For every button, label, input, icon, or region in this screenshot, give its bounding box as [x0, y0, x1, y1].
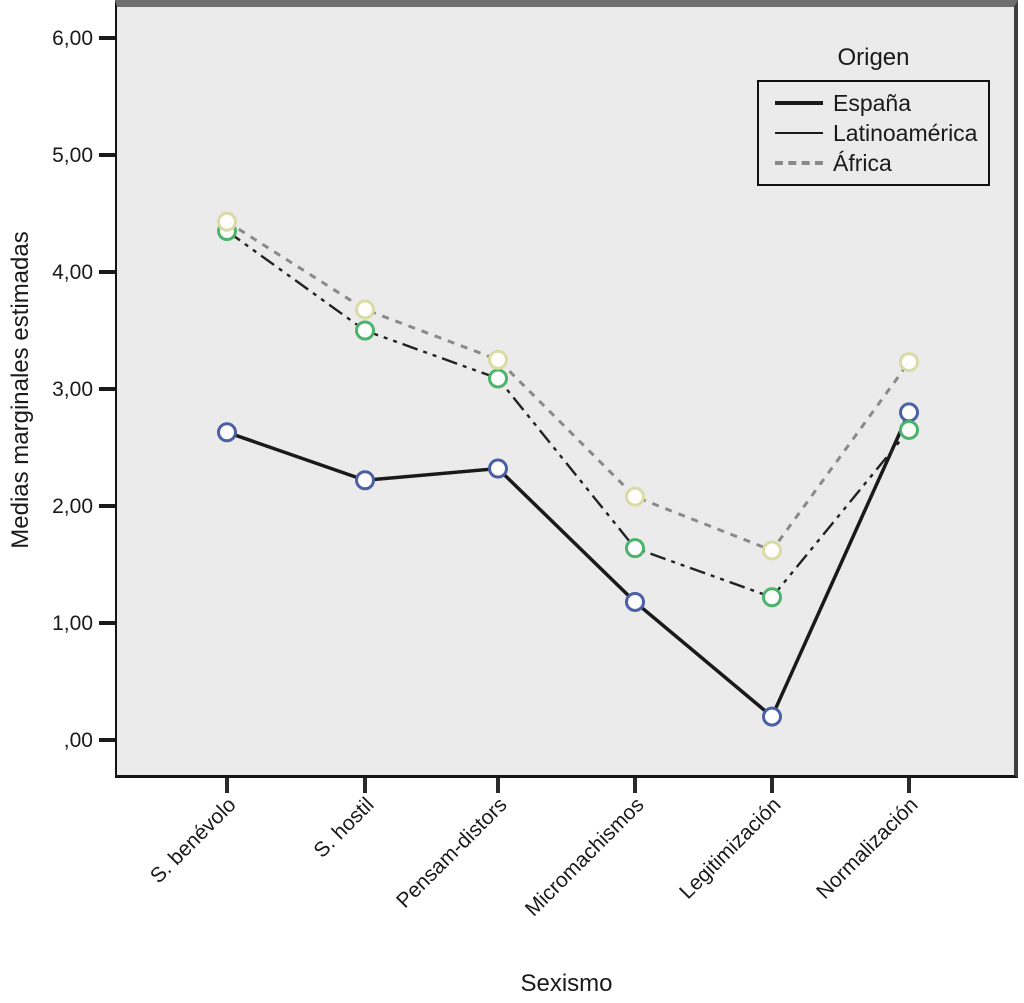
legend-title: Origen — [837, 44, 910, 71]
series-marker-latinoamerica — [355, 320, 375, 341]
series-marker-africa — [355, 299, 375, 320]
plot-area — [115, 0, 1018, 778]
series-marker-espana — [355, 470, 375, 491]
x-category-label: S. hostil — [309, 793, 378, 862]
legend-item-latinoamerica: Latinoamérica — [775, 118, 988, 148]
series-marker-latinoamerica — [488, 368, 508, 389]
y-tick-label: 5,00 — [52, 144, 93, 167]
series-marker-espana — [762, 706, 782, 727]
series-marker-espana — [488, 458, 508, 479]
series-marker-latinoamerica — [762, 587, 782, 608]
series-marker-espana — [899, 402, 919, 423]
series-line-africa — [226, 220, 911, 553]
legend-label-espana: España — [833, 89, 912, 116]
legend: España Latinoamérica África — [757, 80, 990, 186]
series-marker-africa — [762, 540, 782, 561]
series-line-espana — [226, 411, 911, 720]
y-tick-label: 4,00 — [52, 261, 93, 284]
series-line-latinoamerica — [226, 230, 910, 599]
legend-line-sample-espana — [775, 101, 823, 105]
series-marker-espana — [625, 591, 645, 612]
y-tick-label: 2,00 — [52, 495, 93, 518]
y-tick-label: ,00 — [64, 729, 93, 752]
x-category-label: Normalización — [812, 793, 922, 903]
legend-item-africa: África — [775, 148, 988, 178]
y-axis-title: Medias marginales estimadas — [7, 231, 34, 549]
y-tick-label: 1,00 — [52, 612, 93, 635]
y-tick-label: 6,00 — [52, 27, 93, 50]
series-marker-latinoamerica — [625, 538, 645, 559]
series-marker-africa — [625, 486, 645, 507]
legend-item-espana: España — [775, 88, 988, 118]
legend-label-africa: África — [833, 149, 892, 176]
legend-line-sample-latinoamerica — [775, 132, 823, 134]
x-category-label: S. benévolo — [146, 793, 241, 888]
x-category-label: Micromachismos — [521, 793, 649, 921]
series-marker-africa — [217, 211, 237, 232]
series-marker-africa — [488, 349, 508, 370]
legend-label-latinoamerica: Latinoamérica — [833, 119, 978, 146]
x-axis-title: Sexismo — [520, 970, 613, 997]
x-category-label: Pensam-distors — [392, 793, 511, 912]
x-category-label: Legitimización — [675, 793, 785, 903]
series-marker-latinoamerica — [899, 419, 919, 440]
legend-line-sample-africa — [775, 161, 823, 165]
y-tick-label: 3,00 — [52, 378, 93, 401]
series-marker-espana — [217, 422, 237, 443]
series-marker-africa — [899, 352, 919, 373]
